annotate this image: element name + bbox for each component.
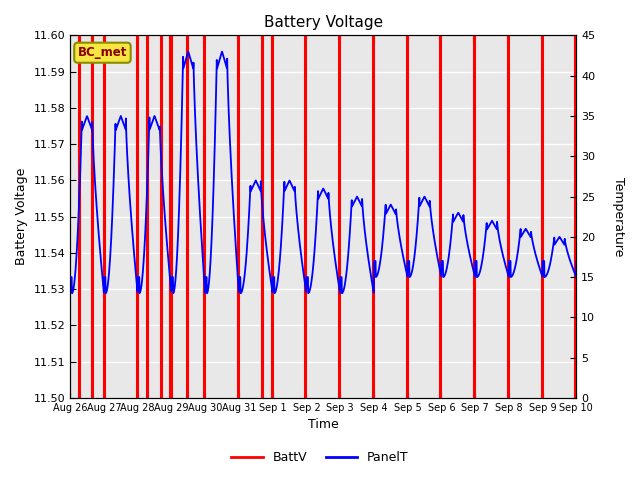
Legend: BattV, PanelT: BattV, PanelT: [227, 446, 413, 469]
Y-axis label: Battery Voltage: Battery Voltage: [15, 168, 28, 265]
Y-axis label: Temperature: Temperature: [612, 177, 625, 256]
X-axis label: Time: Time: [308, 419, 339, 432]
Text: BC_met: BC_met: [77, 46, 127, 59]
Title: Battery Voltage: Battery Voltage: [264, 15, 383, 30]
